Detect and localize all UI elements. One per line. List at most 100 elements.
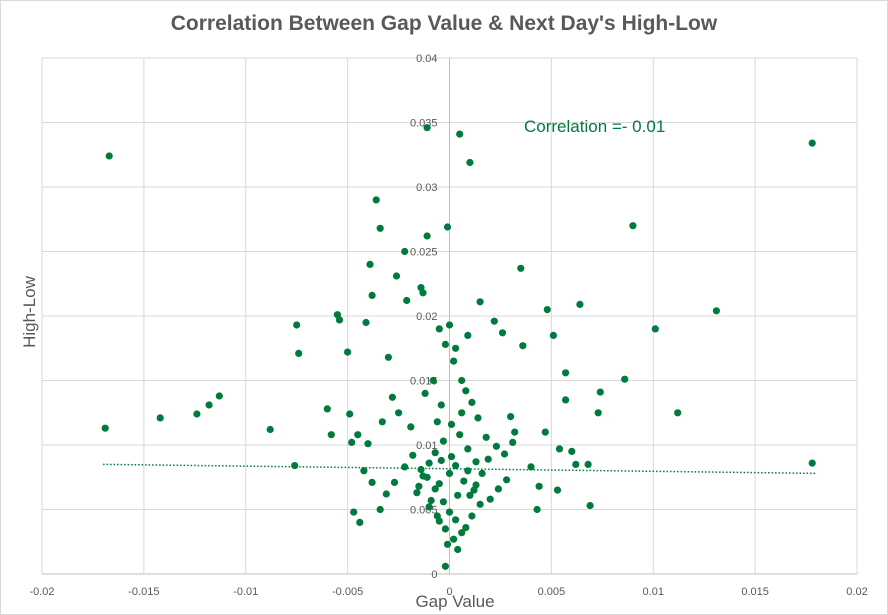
data-point xyxy=(441,340,449,348)
data-point xyxy=(295,349,303,357)
data-point xyxy=(395,409,403,417)
x-tick-label: -0.005 xyxy=(332,586,363,598)
data-point xyxy=(354,431,362,439)
data-point xyxy=(437,401,445,409)
correlation-annotation: Correlation =- 0.01 xyxy=(524,117,666,136)
data-point xyxy=(417,465,425,474)
data-point xyxy=(323,405,331,413)
data-point xyxy=(468,512,476,520)
data-point xyxy=(423,232,431,240)
data-point xyxy=(594,409,602,417)
data-point xyxy=(431,485,439,493)
data-point xyxy=(266,425,274,434)
data-point xyxy=(596,388,604,396)
x-tick-label: 0.01 xyxy=(643,586,664,598)
data-point xyxy=(454,545,462,554)
data-point xyxy=(584,460,592,468)
y-tick-label: 0.04 xyxy=(416,53,437,65)
data-point xyxy=(452,516,460,524)
x-tick-label: -0.015 xyxy=(128,586,159,598)
data-point xyxy=(390,478,399,486)
data-point xyxy=(519,342,527,350)
data-point xyxy=(458,376,466,385)
data-point xyxy=(372,196,380,204)
data-point xyxy=(468,398,476,406)
data-point xyxy=(533,505,541,514)
data-point xyxy=(482,433,490,441)
data-point xyxy=(441,562,449,570)
data-point xyxy=(498,329,507,337)
data-point xyxy=(443,540,452,548)
data-point xyxy=(439,437,447,445)
data-point xyxy=(415,482,423,490)
data-point xyxy=(674,409,682,417)
data-point xyxy=(445,469,454,477)
data-point xyxy=(348,438,356,446)
data-point xyxy=(215,392,223,400)
data-point xyxy=(376,505,384,514)
data-points xyxy=(101,124,816,570)
data-point xyxy=(808,139,816,147)
data-point xyxy=(462,524,470,532)
chart-title: Correlation Between Gap Value & Next Day… xyxy=(170,12,718,35)
data-point xyxy=(425,503,433,511)
data-point xyxy=(376,224,384,232)
data-point xyxy=(435,517,443,525)
data-point xyxy=(478,469,486,477)
x-tick-label: 0.005 xyxy=(538,586,566,598)
y-tick-label: 0.02 xyxy=(416,311,437,323)
x-tick-label: 0.015 xyxy=(741,586,769,598)
data-point xyxy=(572,460,580,468)
x-axis-title: Gap Value xyxy=(415,592,495,611)
x-tick-label: -0.02 xyxy=(29,586,54,598)
data-point xyxy=(401,247,409,256)
data-point xyxy=(456,431,464,439)
data-point xyxy=(335,316,344,324)
data-point xyxy=(427,496,435,505)
data-point xyxy=(291,462,299,470)
x-tick-label: 0 xyxy=(446,586,452,598)
data-point xyxy=(366,260,374,268)
data-point xyxy=(472,458,480,466)
data-point xyxy=(458,409,466,417)
data-point xyxy=(423,124,431,132)
data-point xyxy=(476,500,484,508)
data-point xyxy=(562,396,570,404)
data-point xyxy=(346,410,354,418)
data-point xyxy=(429,376,437,385)
data-point xyxy=(450,535,458,543)
data-point xyxy=(435,480,443,488)
data-point xyxy=(409,451,417,459)
data-point xyxy=(527,463,535,471)
data-point xyxy=(421,389,429,397)
data-point xyxy=(517,264,525,272)
data-point xyxy=(344,348,352,356)
x-tick-label: 0.02 xyxy=(846,586,867,598)
data-point xyxy=(401,463,409,471)
data-point xyxy=(392,272,401,280)
data-point xyxy=(458,529,466,537)
data-point xyxy=(378,418,386,426)
data-point xyxy=(293,321,301,329)
data-point xyxy=(712,307,721,315)
y-tick-label: 0.005 xyxy=(410,505,438,517)
data-point xyxy=(509,438,517,446)
data-point xyxy=(629,222,637,230)
y-tick-label: 0.01 xyxy=(416,440,437,452)
tick-labels: -0.02 -0.015 -0.01 -0.005 0 0.005 0.01 0.015 0.0… xyxy=(29,53,867,598)
data-point xyxy=(419,289,427,297)
y-tick-label: 0 xyxy=(431,569,437,581)
data-point xyxy=(382,490,390,498)
y-axis-title: High-Low xyxy=(20,276,39,348)
data-point xyxy=(466,158,474,167)
data-point xyxy=(193,410,201,418)
data-point xyxy=(651,325,659,333)
trendline xyxy=(103,463,817,475)
data-point xyxy=(472,481,480,489)
data-point xyxy=(447,453,456,461)
data-point xyxy=(464,445,472,453)
data-point xyxy=(407,423,415,431)
data-point xyxy=(492,442,500,450)
data-point xyxy=(368,291,376,299)
